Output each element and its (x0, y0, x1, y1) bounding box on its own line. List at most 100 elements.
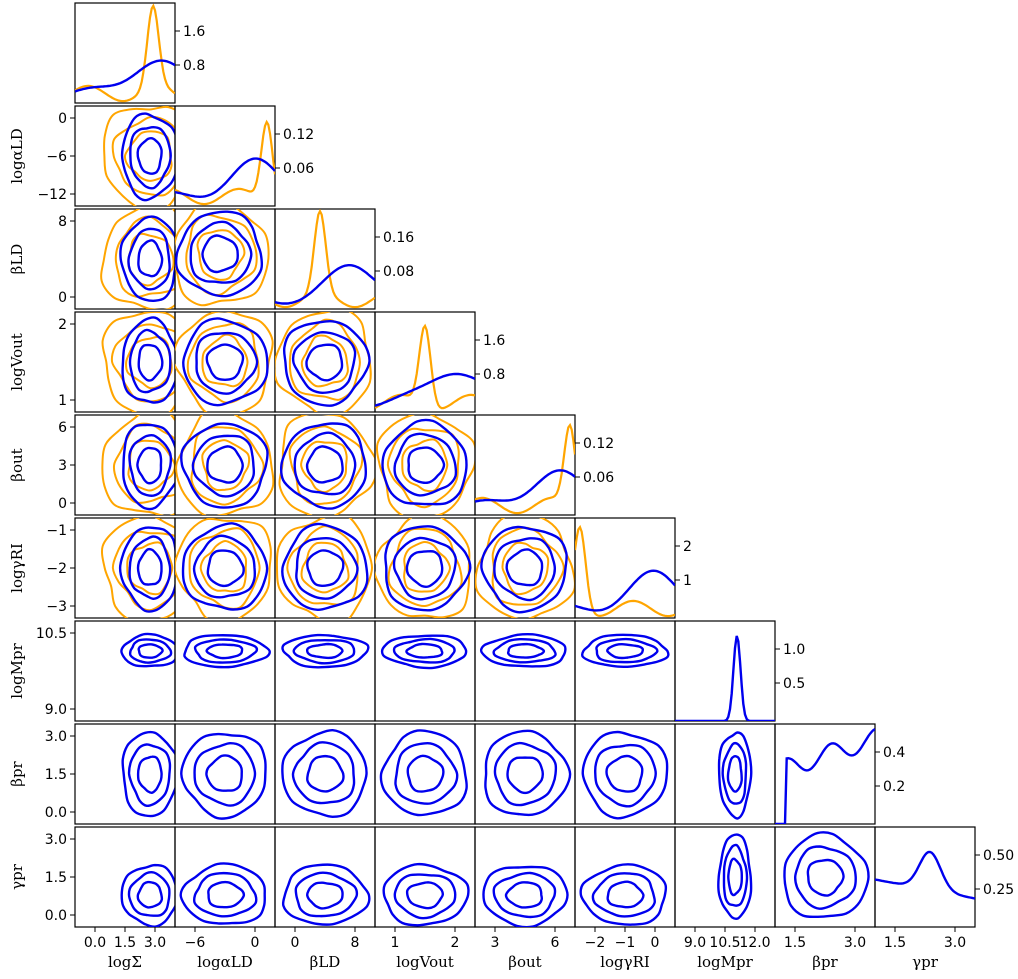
x-tick-label: 10.5 (709, 935, 740, 951)
panel-3-0: 21 (58, 311, 176, 413)
posterior-contour (722, 843, 749, 907)
y-axis-label: γpr (8, 863, 26, 890)
y-tick-label: 8 (58, 214, 67, 230)
y-tick-label: −12 (37, 187, 67, 203)
panel-frame (374, 311, 476, 413)
posterior-contour (180, 732, 267, 820)
prior-marginal-curve (375, 323, 475, 410)
posterior-contour (206, 445, 244, 484)
prior-contour (201, 439, 251, 492)
posterior-contour (384, 525, 472, 612)
panel-6-0: 10.5 9.0 (36, 620, 176, 722)
prior-marginal-curve (175, 119, 275, 206)
diag-tick-label: 0.5 (783, 676, 805, 692)
y-tick-label: 2 (58, 317, 67, 333)
posterior-contour (382, 862, 470, 927)
panel-frame (274, 723, 376, 825)
prior-contour (100, 518, 175, 618)
posterior-contour (593, 743, 657, 808)
posterior-contour (281, 728, 368, 819)
prior-contour (300, 334, 349, 388)
x-tick-label: 6 (551, 935, 560, 951)
panel-8-7: 1.5 3.0 (774, 826, 876, 951)
panel-3-3: 1.6 0.8 (374, 311, 505, 413)
prior-contour (275, 312, 372, 412)
posterior-contour (306, 549, 345, 588)
diag-tick-label: 0.06 (283, 161, 314, 177)
diag-tick-label: 0.8 (183, 58, 205, 74)
posterior-contour (127, 227, 171, 291)
y-tick-label: −3 (46, 599, 67, 615)
posterior-contour (493, 741, 558, 807)
y-axis-label: logαLD (8, 128, 26, 184)
prior-contour (288, 318, 361, 401)
y-tick-label: 0.0 (45, 805, 67, 821)
prior-contour (387, 527, 463, 608)
prior-contour (175, 415, 275, 515)
panel-5-0: −1 −2 −3 (46, 517, 176, 619)
panel-2-0: 80 (58, 208, 176, 310)
prior-contour (201, 333, 249, 388)
x-axis-label: logαLD (197, 953, 253, 971)
posterior-contour (379, 729, 468, 817)
panel-5-4 (474, 517, 576, 619)
x-tick-label: 1 (391, 935, 400, 951)
prior-contour (185, 213, 258, 297)
posterior-contour (201, 234, 239, 274)
diag-tick-label: 0.4 (883, 745, 905, 761)
x-tick-label: 3.0 (844, 935, 866, 951)
x-tick-label: 1.5 (884, 935, 906, 951)
x-axis-label: logΣ (108, 953, 142, 971)
posterior-contour (606, 642, 645, 660)
prior-contour (300, 541, 350, 594)
panel-4-4: 0.12 0.06 (474, 414, 614, 516)
posterior-contour (305, 445, 344, 484)
posterior-contour (121, 730, 175, 818)
panel-3-1 (174, 311, 276, 413)
posterior-contour (305, 881, 344, 910)
panel-4-3 (374, 414, 476, 516)
panel-frame (274, 208, 376, 310)
diag-tick-label: 0.8 (483, 367, 505, 383)
diag-tick-label: 0.08 (383, 264, 414, 280)
y-axis-label: logVout (8, 333, 26, 391)
posterior-contour (480, 525, 568, 614)
posterior-contour (580, 633, 670, 669)
panel-5-5: 21 (574, 517, 692, 619)
posterior-contour (482, 865, 569, 927)
panel-7-1 (174, 723, 276, 825)
posterior-contour (175, 210, 264, 298)
posterior-contour (306, 754, 345, 793)
posterior-contour (118, 526, 175, 613)
diag-tick-label: 0.12 (583, 436, 614, 452)
diag-tick-label: 0.16 (383, 230, 414, 246)
prior-contour (100, 209, 175, 309)
posterior-contour (136, 446, 163, 485)
posterior-contour (493, 537, 557, 602)
posterior-contour (484, 729, 572, 817)
posterior-contour (136, 755, 163, 794)
y-axis-label: logγRI (8, 543, 26, 593)
posterior-contour (192, 871, 258, 918)
panel-2-1 (174, 208, 276, 310)
prior-contour (175, 312, 274, 412)
diag-tick-label: 0.06 (583, 470, 614, 486)
posterior-contour (193, 741, 257, 807)
panel-frame (174, 723, 276, 825)
x-tick-label: 1.5 (784, 935, 806, 951)
posterior-contour (137, 239, 164, 278)
posterior-contour (205, 643, 244, 660)
posterior-contour (128, 638, 173, 664)
diag-tick-label: 0.25 (983, 882, 1014, 898)
posterior-contour (120, 112, 175, 202)
posterior-contour (179, 862, 266, 925)
panel-frame (674, 723, 776, 825)
panel-5-3 (374, 517, 476, 619)
panel-frame (274, 414, 376, 516)
panel-7-0: 3.0 1.5 0.0 (45, 723, 176, 825)
y-axis-label: βout (8, 448, 26, 481)
prior-contour (111, 115, 175, 197)
x-axis-label: logγRI (600, 953, 650, 971)
posterior-contour (717, 731, 753, 820)
posterior-contour (282, 319, 371, 407)
